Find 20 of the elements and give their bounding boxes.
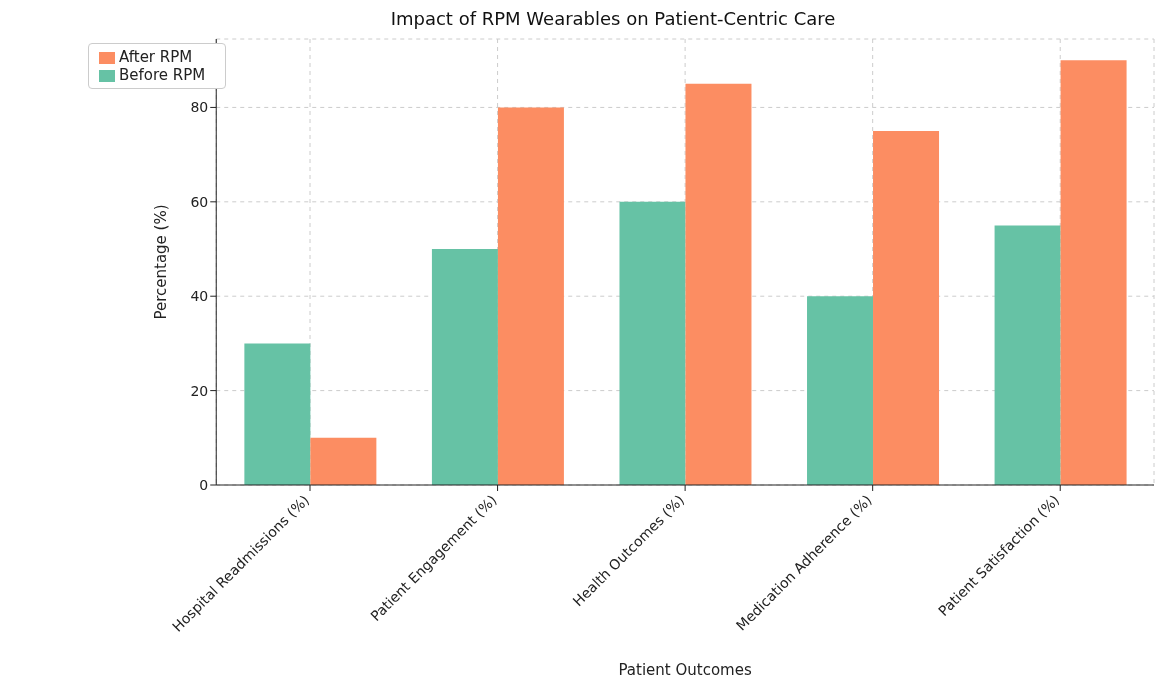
- bar: [873, 131, 940, 485]
- bar: [431, 249, 498, 485]
- legend-label: After RPM: [119, 48, 193, 66]
- legend-label: Before RPM: [119, 66, 206, 84]
- bar: [310, 437, 377, 485]
- bar: [497, 107, 564, 485]
- bar: [685, 83, 752, 485]
- x-axis-title: Patient Outcomes: [618, 661, 752, 679]
- bar: [994, 225, 1061, 485]
- y-axis-title: Percentage (%): [151, 204, 170, 320]
- y-tick-label: 80: [190, 99, 209, 116]
- bar: [619, 201, 686, 485]
- y-tick-label: 20: [190, 382, 209, 399]
- y-tick-label: 40: [190, 288, 209, 305]
- y-tick-label: 0: [199, 476, 209, 493]
- bar: [807, 296, 874, 485]
- bar: [1060, 60, 1127, 485]
- bar: [244, 343, 311, 485]
- y-tick-label: 60: [190, 193, 209, 210]
- chart-title: Impact of RPM Wearables on Patient-Centric Care: [389, 8, 837, 29]
